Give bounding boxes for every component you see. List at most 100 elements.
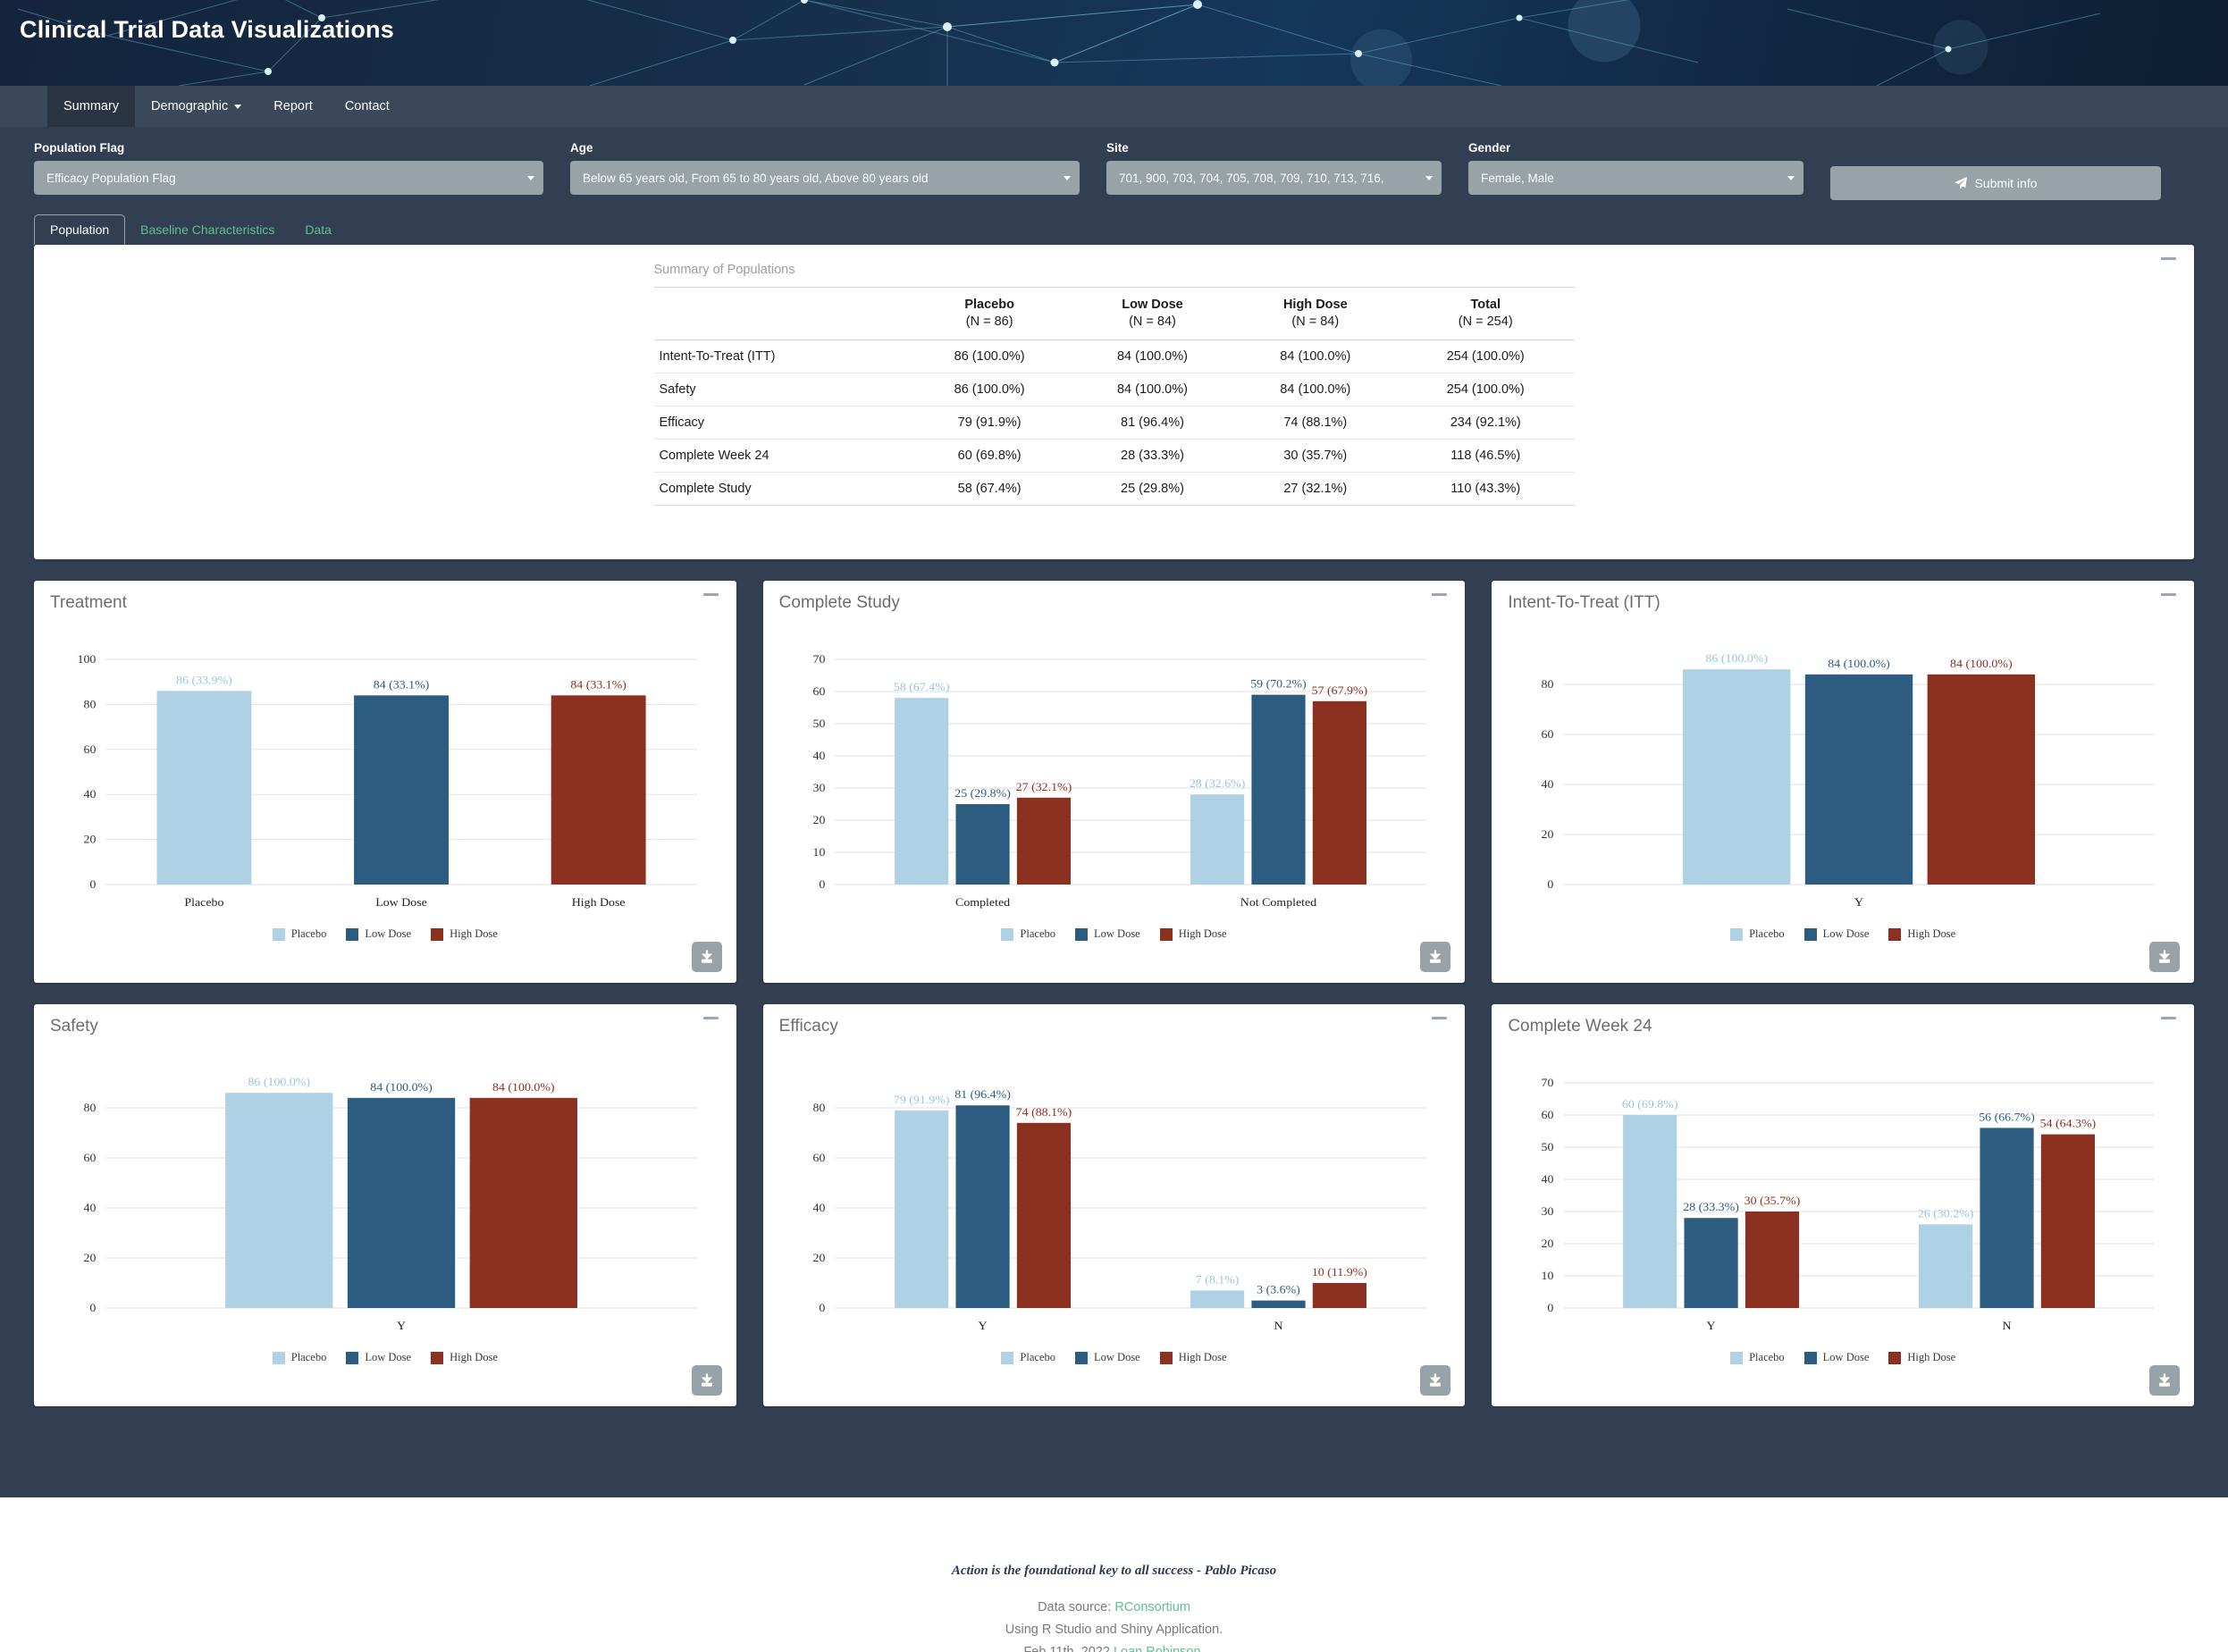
download-chart-button[interactable]	[1420, 942, 1451, 972]
tab-data[interactable]: Data	[290, 215, 347, 245]
download-icon	[1430, 950, 1442, 963]
svg-text:84 (100.0%): 84 (100.0%)	[1950, 657, 2013, 669]
svg-text:84 (100.0%): 84 (100.0%)	[492, 1080, 555, 1093]
legend-swatch	[1159, 927, 1173, 941]
legend-key: Placebo	[272, 1351, 327, 1364]
chart-plot-area: 0 20 40 60 80 86 (100.0%) 84 (100.0%) 84 (100.0…	[1508, 629, 2178, 924]
submit-info-button[interactable]: Submit info	[1830, 166, 2161, 200]
minimize-icon[interactable]	[1432, 1017, 1448, 1019]
legend-label: Low Dose	[1822, 1351, 1870, 1363]
legend-key: Placebo	[1001, 927, 1055, 941]
legend-label: Placebo	[1020, 1351, 1055, 1363]
legend-key: High Dose	[1159, 927, 1227, 941]
chart-card-intent-to-treat: Intent-To-Treat (ITT) 0 20 40 60 80 86 (100.0%…	[1492, 581, 2194, 983]
tab-population[interactable]: Population	[34, 214, 126, 245]
population-flag-select[interactable]: Efficacy Population Flag	[34, 161, 543, 195]
nav-item-summary[interactable]: Summary	[47, 86, 136, 127]
filter-gender: Gender Female, Male	[1468, 141, 1830, 200]
chart-card-safety: Safety 0 20 40 60 80 86 (100.0%) 84 (100.0%) 84 …	[34, 1004, 736, 1406]
download-chart-button[interactable]	[2149, 942, 2180, 972]
legend-key: Low Dose	[1803, 1351, 1870, 1364]
svg-text:0: 0	[89, 1301, 96, 1313]
legend-label: High Dose	[1178, 927, 1227, 940]
legend-label: High Dose	[450, 1351, 498, 1363]
svg-text:N: N	[1274, 1319, 1282, 1331]
app-title: Clinical Trial Data Visualizations	[20, 16, 394, 43]
download-chart-button[interactable]	[691, 942, 722, 972]
minimize-icon[interactable]	[2161, 1017, 2176, 1019]
cell: 81 (96.4%)	[1071, 406, 1234, 440]
gender-select[interactable]: Female, Male	[1468, 161, 1803, 195]
row-label: Safety	[653, 373, 908, 407]
site-select[interactable]: 701, 900, 703, 704, 705, 708, 709, 710, …	[1106, 161, 1442, 195]
legend-label: High Dose	[1907, 927, 1956, 940]
legend-label: Placebo	[290, 1351, 327, 1363]
nav-item-demographic[interactable]: Demographic	[135, 86, 257, 127]
select-value: Efficacy Population Flag	[46, 171, 176, 185]
cell: 84 (100.0%)	[1071, 340, 1234, 373]
legend-swatch	[431, 1351, 444, 1364]
download-chart-button[interactable]	[1420, 1365, 1451, 1396]
legend-label: High Dose	[1178, 1351, 1227, 1363]
chart-title: Complete Week 24	[1508, 1017, 1652, 1036]
legend-swatch	[1159, 1351, 1173, 1364]
download-chart-button[interactable]	[691, 1365, 722, 1396]
minimize-icon[interactable]	[1432, 593, 1448, 596]
table-row: Safety 86 (100.0%) 84 (100.0%) 84 (100.0…	[653, 373, 1575, 407]
svg-text:0: 0	[819, 1301, 825, 1313]
svg-text:0: 0	[1548, 1301, 1554, 1313]
svg-text:80: 80	[83, 1101, 96, 1113]
col-name: Placebo	[964, 298, 1014, 312]
cell: 234 (92.1%)	[1396, 406, 1575, 440]
minimize-icon[interactable]	[2161, 593, 2176, 596]
cell: 74 (88.1%)	[1233, 406, 1397, 440]
chart-grid-row-2: Safety 0 20 40 60 80 86 (100.0%) 84 (100.0%) 84 …	[0, 983, 2228, 1406]
row-label: Intent-To-Treat (ITT)	[653, 340, 908, 373]
svg-text:56 (66.7%): 56 (66.7%)	[1980, 1111, 2036, 1123]
cell: 118 (46.5%)	[1396, 439, 1575, 473]
footer-quote: Action is the foundational key to all su…	[951, 1564, 1277, 1578]
author-link[interactable]: Loan Robinson.	[1113, 1644, 1205, 1652]
nav-label: Contact	[344, 99, 390, 113]
legend-swatch	[1730, 927, 1744, 941]
filter-submit: Submit info	[1830, 141, 2188, 200]
header-cell-blank	[654, 288, 908, 340]
footer-meta: Data source: RConsortium Using R Studio …	[0, 1597, 2228, 1652]
chart-legend: Placebo Low Dose High Dose	[1508, 1351, 2178, 1364]
svg-text:27 (32.1%): 27 (32.1%)	[1015, 780, 1072, 792]
select-value: Female, Male	[1481, 171, 1554, 185]
nav-item-contact[interactable]: Contact	[329, 86, 406, 127]
minimize-icon[interactable]	[2161, 257, 2176, 260]
svg-text:20: 20	[83, 833, 96, 845]
summary-populations-card: Summary of Populations Placebo (N = 86) …	[34, 245, 2194, 559]
summary-populations-table: Placebo (N = 86) Low Dose (N = 84) High …	[653, 287, 1575, 506]
tab-baseline-characteristics[interactable]: Baseline Characteristics	[125, 215, 290, 245]
svg-text:20: 20	[1542, 827, 1554, 840]
legend-swatch	[272, 1351, 285, 1364]
chevron-down-icon	[1425, 175, 1433, 180]
chart-plot-area: 0 10 20 30 40 50 60 70 60 (69.8%) 28 (33.3%) 30 (3…	[1508, 1052, 2178, 1347]
cell: 27 (32.1%)	[1233, 472, 1397, 506]
cell: 84 (100.0%)	[1071, 373, 1234, 407]
svg-text:Not Completed: Not Completed	[1240, 895, 1316, 908]
svg-text:20: 20	[83, 1251, 96, 1263]
legend-label: Placebo	[1749, 1351, 1785, 1363]
cell: 60 (69.8%)	[907, 439, 1072, 473]
tab-label: Data	[305, 222, 332, 237]
age-select[interactable]: Below 65 years old, From 65 to 80 years …	[570, 161, 1080, 195]
minimize-icon[interactable]	[702, 593, 719, 596]
svg-text:74 (88.1%): 74 (88.1%)	[1015, 1105, 1072, 1118]
row-label: Efficacy	[653, 406, 908, 440]
nav-item-report[interactable]: Report	[257, 86, 329, 127]
cell: 58 (67.4%)	[907, 472, 1072, 506]
svg-text:84 (100.0%): 84 (100.0%)	[370, 1080, 433, 1093]
table-header-row: Placebo (N = 86) Low Dose (N = 84) High …	[653, 287, 1575, 340]
svg-text:40: 40	[83, 1201, 96, 1213]
download-chart-button[interactable]	[2149, 1365, 2180, 1396]
chart-title: Efficacy	[778, 1017, 838, 1036]
chart-plot-area: 0 10 20 30 40 50 60 70 58 (67.4%) 25 (29.8%) 27 (3…	[779, 629, 1450, 924]
rconsortium-link[interactable]: RConsortium	[1114, 1600, 1190, 1614]
network-graphic	[17, 0, 2101, 86]
minimize-icon[interactable]	[702, 1017, 719, 1019]
svg-text:30 (35.7%): 30 (35.7%)	[1745, 1194, 1801, 1206]
